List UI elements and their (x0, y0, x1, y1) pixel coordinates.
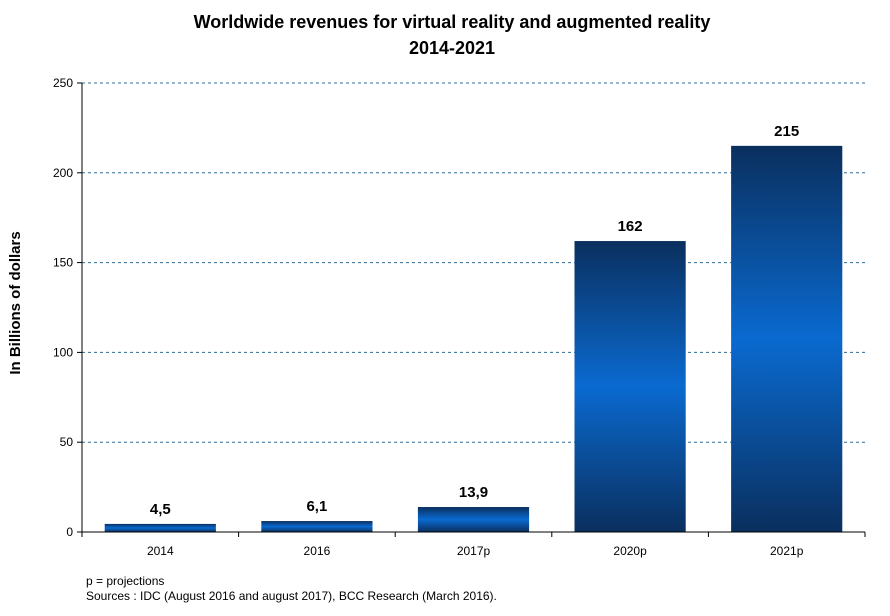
data-label-2016: 6,1 (306, 498, 327, 515)
data-labels: 4,5 6,1 13,9 162 215 (150, 123, 799, 518)
data-label-2017p: 13,9 (459, 484, 488, 501)
bar-2014 (104, 523, 216, 532)
x-tick-label: 2021p (770, 544, 804, 558)
bar-2017p (417, 507, 530, 532)
y-axis-label: In Billions of dollars (7, 231, 24, 374)
y-tick-label: 50 (60, 435, 74, 449)
data-label-2020p: 162 (618, 218, 643, 235)
axes (81, 83, 865, 533)
y-tick-label: 250 (53, 76, 73, 90)
y-tick-label: 0 (66, 525, 73, 539)
x-axis-ticks: 2014 2016 2017p 2020p 2021p (81, 532, 866, 558)
x-tick-label: 2016 (304, 544, 331, 558)
y-tick-label: 100 (53, 345, 73, 359)
footnote-projections: p = projections (86, 574, 164, 588)
data-label-2021p: 215 (774, 123, 799, 140)
data-label-2014: 4,5 (150, 501, 171, 518)
y-tick-label: 150 (53, 256, 73, 270)
gridlines (82, 82, 865, 443)
bar-2016 (261, 521, 373, 532)
x-tick-label: 2017p (457, 544, 491, 558)
y-tick-label: 200 (53, 166, 73, 180)
chart-title-line1: Worldwide revenues for virtual reality a… (194, 12, 711, 32)
bar-2020p (574, 241, 686, 532)
x-tick-label: 2020p (613, 544, 647, 558)
bars (104, 145, 843, 533)
x-tick-label: 2014 (147, 544, 174, 558)
chart-title-line2: 2014-2021 (409, 38, 495, 58)
y-axis-ticks: 0 50 100 150 200 250 (53, 76, 82, 539)
footnote-sources: Sources : IDC (August 2016 and august 20… (86, 589, 497, 603)
bar-2021p (731, 145, 843, 533)
